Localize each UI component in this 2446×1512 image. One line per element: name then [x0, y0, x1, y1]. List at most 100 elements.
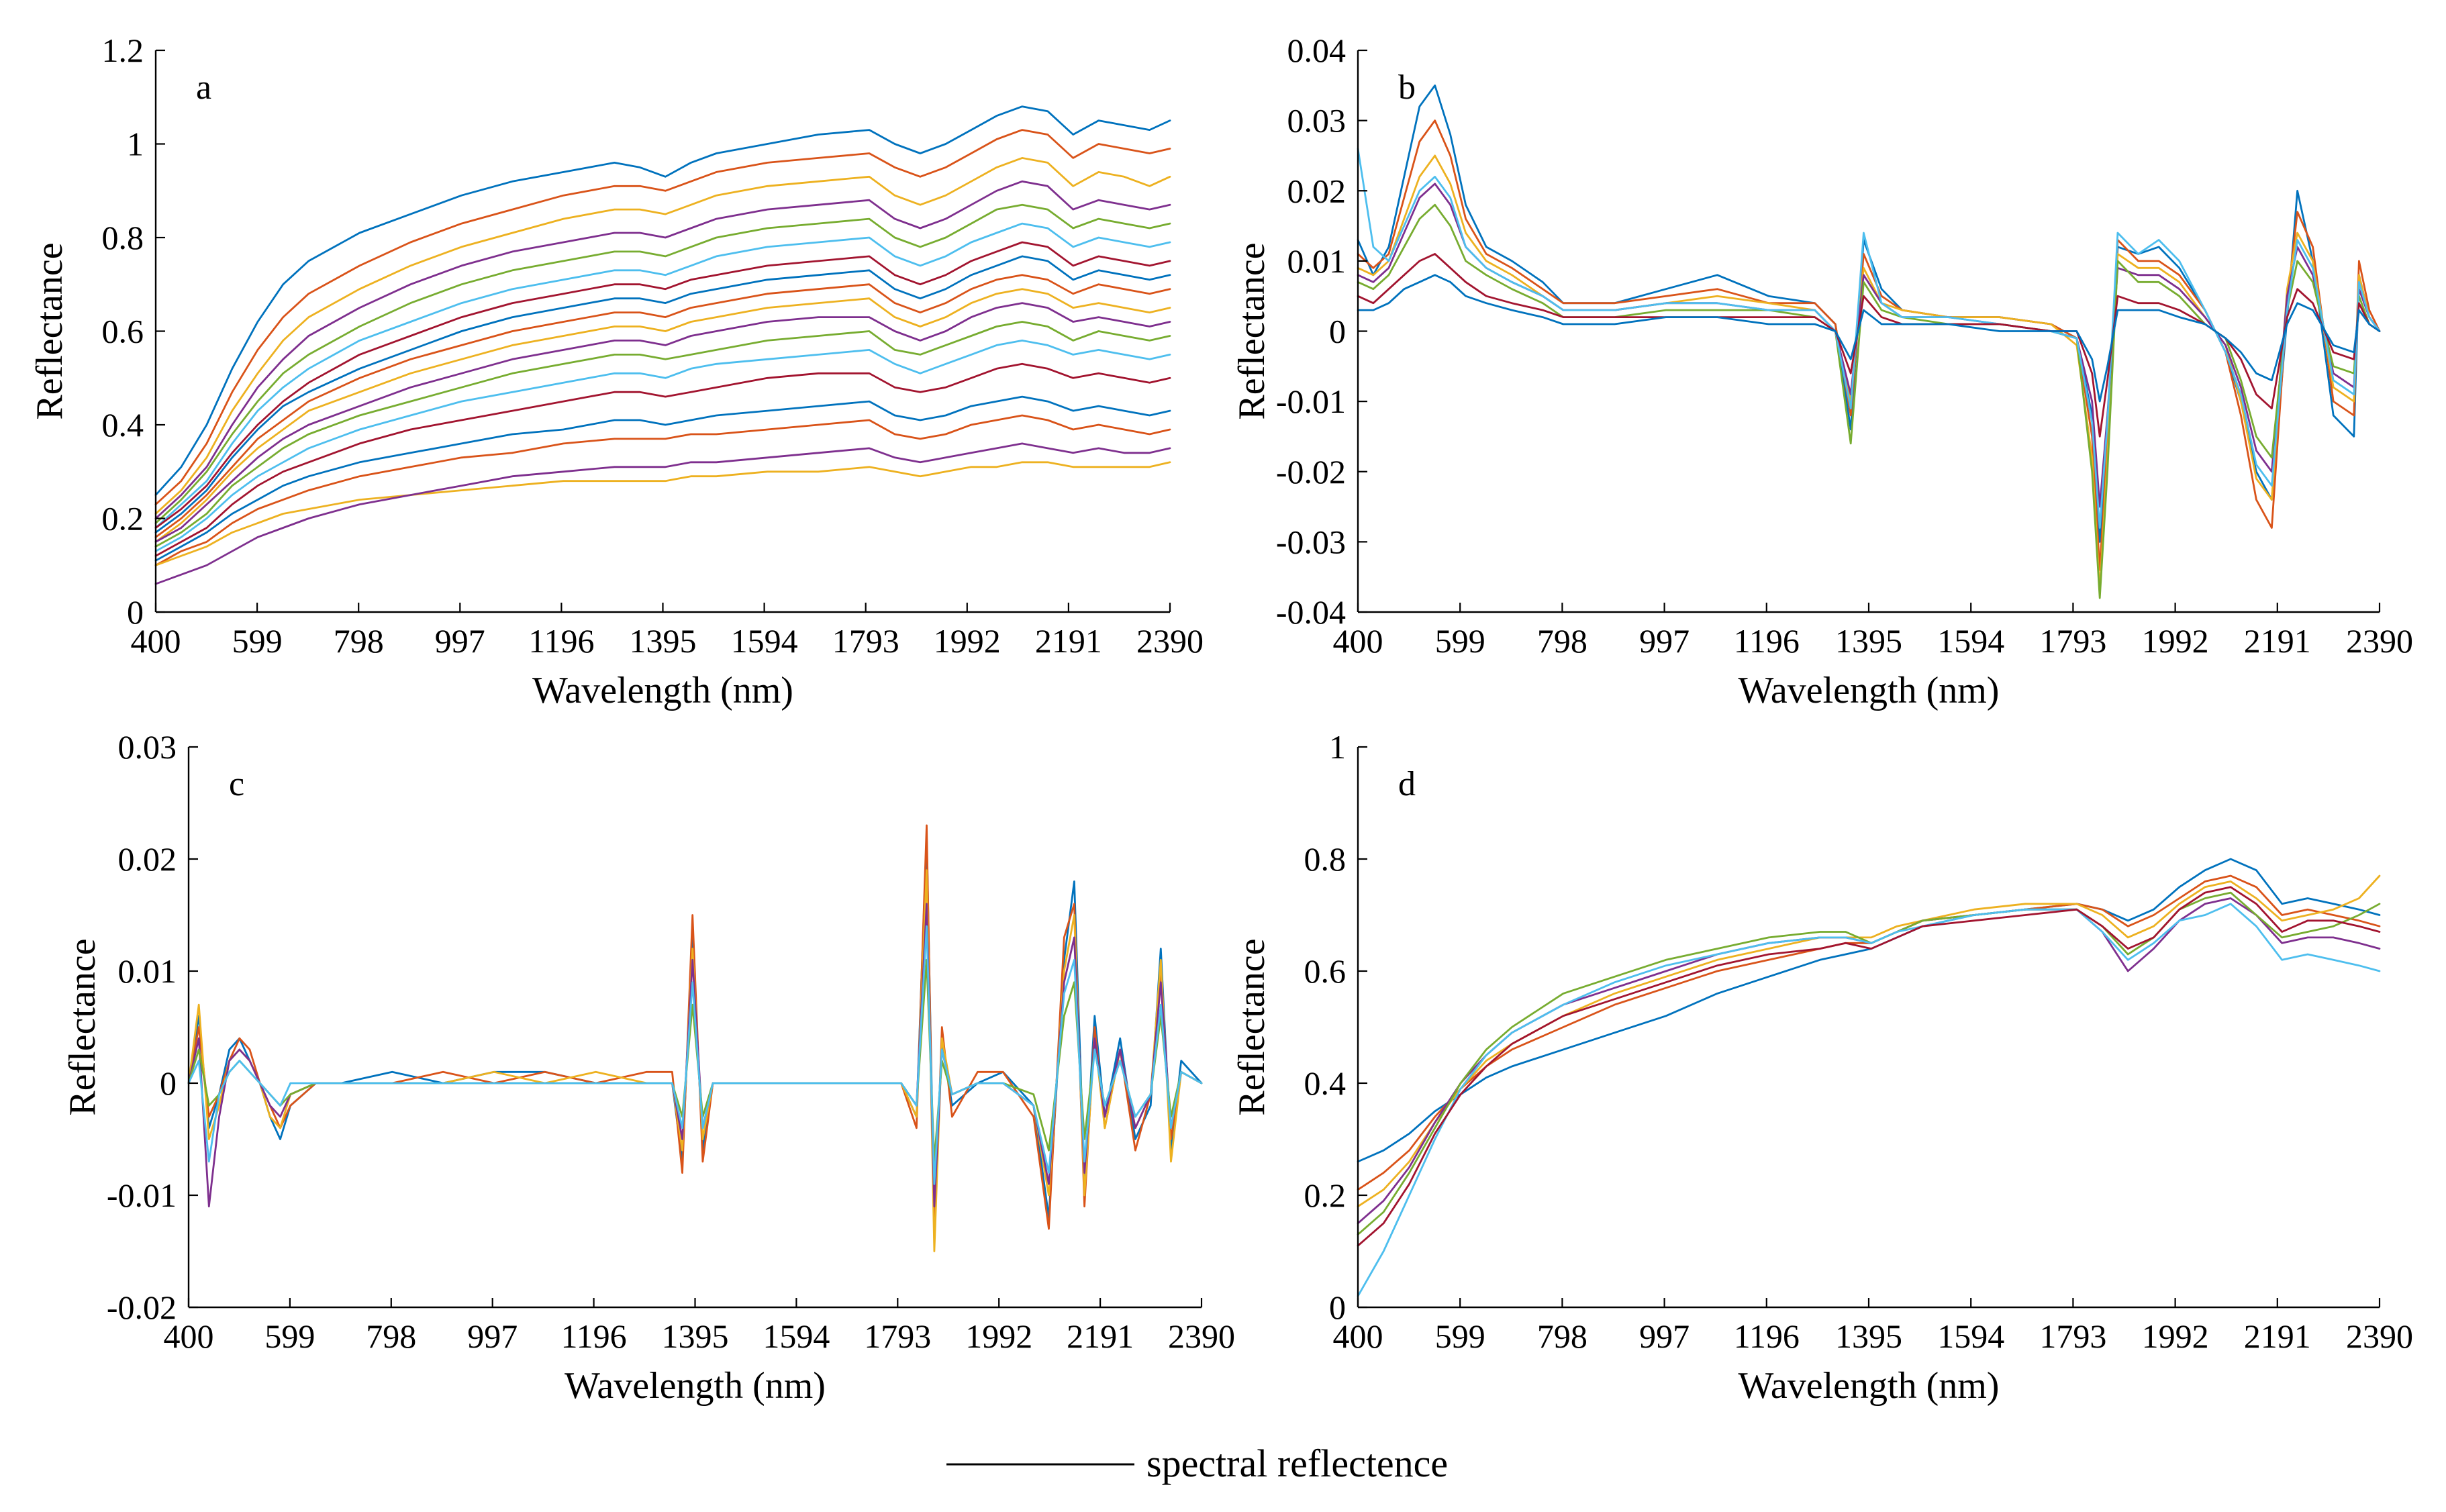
legend-label: spectral reflectence	[1146, 1442, 1448, 1485]
series-line-9	[154, 274, 1171, 538]
x-tick-label: 400	[164, 1317, 214, 1355]
series-group	[187, 824, 1203, 1252]
y-tick-label: -0.01	[107, 1176, 177, 1214]
series-line-3	[1357, 874, 2381, 1208]
y-tick-label: -0.04	[1276, 593, 1346, 631]
series-line-5	[154, 203, 1171, 524]
x-tick-label: 798	[1537, 622, 1587, 660]
x-tick-label: 599	[264, 1317, 315, 1355]
y-tick-label: 0.4	[1304, 1064, 1347, 1102]
x-tick-label: 599	[1435, 622, 1485, 660]
y-tick-label: -0.02	[1276, 453, 1346, 491]
x-tick-label: 1395	[630, 622, 697, 660]
series-line-1	[1357, 858, 2381, 1163]
series-line-2	[154, 129, 1171, 505]
series-line-8	[154, 255, 1171, 534]
series-line-6	[187, 925, 1203, 1185]
y-tick-label: 0.8	[1304, 840, 1347, 878]
y-tick-label: 0.4	[102, 406, 144, 444]
y-tick-label: 0.6	[102, 313, 144, 350]
x-tick-label: 1196	[528, 622, 594, 660]
y-tick-label: 0	[160, 1064, 177, 1102]
chart-panel-d: 400 599 798 997 1196 1395 1594 1793 1992 2191 2390…	[1231, 728, 2413, 1407]
x-tick-label: 400	[1333, 1317, 1383, 1355]
x-tick-label: 997	[1639, 1317, 1690, 1355]
series-line-8	[1357, 274, 2381, 403]
panel-label: c	[229, 765, 244, 803]
y-tick-label: 1	[1329, 728, 1346, 766]
y-tick-label: 0.02	[118, 840, 177, 878]
x-tick-label: 798	[1537, 1317, 1587, 1355]
y-tick-label: 0.01	[118, 952, 177, 990]
y-tick-label: 0.8	[102, 219, 144, 256]
x-tick-label: 1793	[2039, 1317, 2106, 1355]
y-tick-label: 0.6	[1304, 952, 1347, 990]
y-tick-label: -0.01	[1276, 383, 1346, 420]
series-line-4	[154, 180, 1171, 519]
y-tick-label: 0.03	[1287, 102, 1347, 140]
series-line-14	[154, 362, 1171, 557]
series-line-1	[154, 105, 1171, 496]
y-tick-label: 0.02	[1287, 172, 1347, 209]
series-group	[154, 105, 1171, 585]
x-tick-label: 1793	[832, 622, 899, 660]
x-tick-label: 997	[467, 1317, 518, 1355]
y-tick-label: 0.03	[118, 728, 177, 766]
series-line-18	[154, 442, 1171, 585]
y-tick-label: -0.02	[107, 1289, 177, 1326]
x-tick-label: 2390	[2346, 1317, 2413, 1355]
series-line-15	[154, 395, 1171, 562]
legend: spectral reflectence	[946, 1442, 1448, 1485]
series-line-10	[154, 288, 1171, 543]
y-tick-label: 1	[127, 125, 144, 163]
series-line-5	[1357, 891, 2381, 1236]
x-axis-label: Wavelength (nm)	[1739, 1365, 2000, 1407]
x-tick-label: 1992	[965, 1317, 1032, 1355]
x-tick-label: 798	[366, 1317, 416, 1355]
chart-panel-a: 400 599 798 997 1196 1395 1594 1793 1992 2191 2390…	[29, 32, 1204, 711]
x-axis-label: Wavelength (nm)	[565, 1365, 826, 1407]
x-tick-label: 2390	[1136, 622, 1204, 660]
x-tick-label: 1793	[864, 1317, 931, 1355]
x-tick-label: 798	[334, 622, 384, 660]
y-tick-label: 0	[1329, 1289, 1346, 1326]
series-line-17	[154, 461, 1171, 566]
series-line-4	[1357, 183, 2381, 508]
series-line-16	[154, 414, 1171, 566]
y-axis-label: Reflectance	[1231, 938, 1273, 1115]
y-tick-label: -0.03	[1276, 523, 1346, 560]
series-line-6	[1357, 903, 2381, 1297]
panel-label: b	[1398, 68, 1416, 107]
chart-panel-b: 400 599 798 997 1196 1395 1594 1793 1992 2191 2390…	[1231, 32, 2413, 711]
chart-panel-c: 400 599 798 997 1196 1395 1594 1793 1992 2191 2390…	[62, 728, 1235, 1407]
x-axis-label: Wavelength (nm)	[532, 670, 793, 711]
series-group	[1357, 858, 2381, 1297]
series-line-6	[154, 222, 1171, 529]
y-axis-label: Reflectance	[29, 242, 70, 419]
y-tick-label: 0	[1329, 313, 1346, 350]
y-tick-label: 0.01	[1287, 242, 1347, 280]
series-line-12	[154, 321, 1171, 548]
x-tick-label: 599	[1435, 1317, 1485, 1355]
series-line-11	[154, 302, 1171, 543]
x-axis-label: Wavelength (nm)	[1739, 670, 2000, 711]
x-tick-label: 1395	[1835, 1317, 1902, 1355]
series-line-3	[187, 869, 1203, 1252]
x-tick-label: 1196	[1734, 622, 1800, 660]
y-tick-label: 0	[127, 593, 144, 631]
x-tick-label: 1594	[1937, 622, 2004, 660]
series-group	[1357, 84, 2381, 599]
x-tick-label: 1196	[1734, 1317, 1800, 1355]
x-tick-label: 599	[232, 622, 283, 660]
series-line-7	[1357, 253, 2381, 438]
x-tick-label: 1992	[2142, 622, 2209, 660]
series-line-4	[1357, 897, 2381, 1225]
x-tick-label: 1992	[934, 622, 1001, 660]
panel-label: a	[196, 68, 211, 107]
x-tick-label: 1992	[2142, 1317, 2209, 1355]
y-tick-label: 0.04	[1287, 32, 1347, 69]
x-tick-label: 2191	[1035, 622, 1102, 660]
x-tick-label: 997	[1639, 622, 1690, 660]
x-tick-label: 1196	[561, 1317, 627, 1355]
